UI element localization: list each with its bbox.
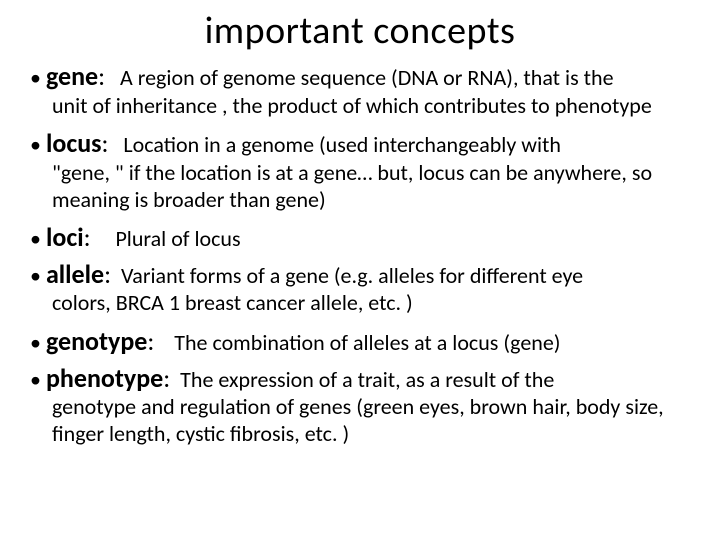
def-gene-first: A region of genome sequence (DNA or RNA)… (120, 64, 614, 91)
term-locus: locus (46, 127, 102, 159)
def-gene-cont: unit of inheritance , the product of whi… (52, 93, 690, 120)
bullet-icon: • (30, 366, 41, 393)
term-loci: loci (46, 221, 84, 253)
bullet-icon: • (30, 225, 41, 252)
term-allele: allele (46, 258, 104, 290)
concept-allele: • allele: Variant forms of a gene (e.g. … (30, 258, 690, 317)
slide-title: important concepts (30, 8, 690, 54)
term-genotype: genotype (46, 325, 147, 357)
def-allele-cont: colors, BRCA 1 breast cancer allele, etc… (52, 290, 690, 317)
def-locus-first: Location in a genome (used interchangeab… (123, 131, 561, 158)
bullet-icon: • (30, 262, 41, 289)
def-allele-first: Variant forms of a gene (e.g. alleles fo… (121, 262, 583, 289)
term-gene: gene (46, 60, 98, 92)
def-phenotype-first: The expression of a trait, as a result o… (180, 366, 554, 393)
concept-locus: • locus: Location in a genome (used inte… (30, 127, 690, 213)
concept-loci: • loci: Plural of locus (30, 221, 690, 254)
def-phenotype-cont: genotype and regulation of genes (green … (52, 394, 690, 448)
bullet-icon: • (30, 64, 41, 91)
concept-phenotype: • phenotype: The expression of a trait, … (30, 362, 690, 448)
def-loci-first: Plural of locus (115, 225, 240, 252)
slide: important concepts • gene: A region of g… (0, 0, 720, 540)
bullet-icon: • (30, 131, 41, 158)
concept-gene: • gene: A region of genome sequence (DNA… (30, 60, 690, 119)
bullet-icon: • (30, 329, 41, 356)
def-genotype-first: The combination of alleles at a locus (g… (174, 329, 560, 356)
term-phenotype: phenotype (46, 362, 163, 394)
concept-genotype: • genotype: The combination of alleles a… (30, 325, 690, 358)
def-locus-cont: "gene, " if the location is at a gene… b… (52, 160, 690, 214)
